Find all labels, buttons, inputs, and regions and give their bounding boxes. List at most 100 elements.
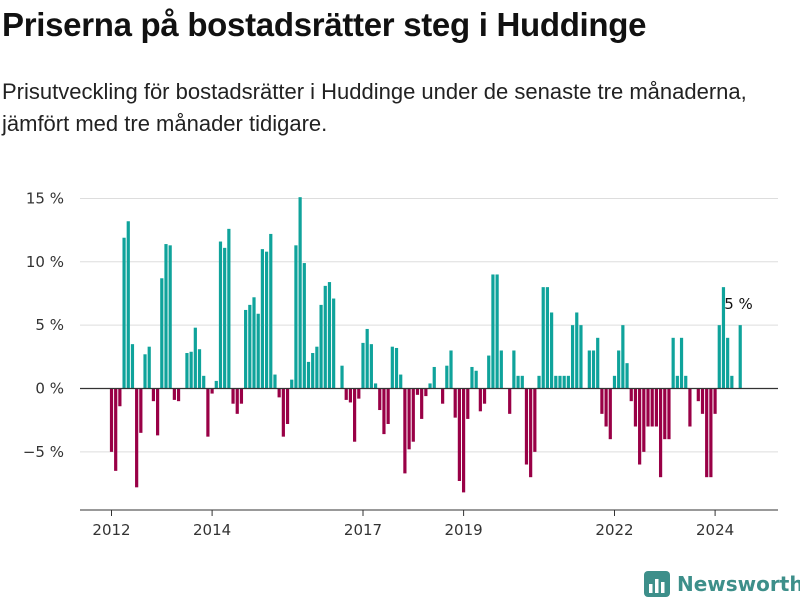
bar bbox=[482, 388, 487, 404]
bar bbox=[516, 375, 520, 389]
bar bbox=[629, 388, 633, 402]
bar bbox=[550, 312, 554, 389]
bar bbox=[474, 370, 478, 389]
bar bbox=[197, 349, 202, 389]
x-tick-label: 2014 bbox=[193, 521, 231, 539]
bar bbox=[290, 379, 294, 389]
bar bbox=[541, 287, 545, 389]
bar bbox=[373, 383, 378, 389]
bar bbox=[218, 241, 223, 389]
bar bbox=[214, 380, 218, 389]
bar bbox=[130, 344, 135, 389]
bar bbox=[688, 388, 692, 427]
bar bbox=[231, 388, 235, 404]
bar bbox=[671, 337, 675, 389]
bar bbox=[122, 237, 126, 389]
bar bbox=[432, 366, 436, 389]
bar bbox=[340, 365, 344, 389]
bar bbox=[558, 375, 562, 389]
bar bbox=[646, 388, 650, 427]
bar bbox=[512, 350, 516, 389]
bar bbox=[625, 363, 629, 389]
bar bbox=[264, 251, 269, 389]
bar bbox=[277, 388, 281, 398]
bar bbox=[612, 375, 617, 389]
chart-subtitle: Prisutveckling för bostadsrätter i Huddi… bbox=[2, 79, 747, 136]
bar bbox=[403, 388, 407, 474]
bar bbox=[600, 388, 604, 414]
y-tick-label: 5 % bbox=[35, 316, 64, 334]
bar bbox=[235, 388, 239, 414]
bar bbox=[554, 375, 558, 389]
bar bbox=[139, 388, 143, 433]
bar bbox=[172, 388, 176, 400]
bar bbox=[147, 346, 151, 389]
bar bbox=[415, 388, 420, 395]
y-tick-label: 15 % bbox=[26, 189, 64, 207]
bar bbox=[156, 388, 160, 436]
bar bbox=[453, 388, 457, 418]
bar bbox=[713, 388, 717, 414]
bar bbox=[298, 197, 302, 389]
bar bbox=[315, 346, 319, 389]
bar bbox=[239, 388, 244, 404]
bar bbox=[424, 388, 428, 397]
bar bbox=[302, 263, 306, 389]
bar bbox=[679, 337, 684, 389]
bar bbox=[357, 388, 361, 399]
bar bbox=[273, 374, 277, 389]
bar bbox=[189, 351, 193, 389]
bar bbox=[499, 350, 503, 389]
bar bbox=[365, 328, 369, 389]
x-tick-label: 2024 bbox=[696, 521, 734, 539]
bar bbox=[361, 342, 365, 389]
bar bbox=[658, 388, 663, 478]
x-tick-label: 2019 bbox=[445, 521, 483, 539]
bar bbox=[696, 388, 700, 402]
bar bbox=[738, 325, 742, 389]
bar bbox=[244, 309, 248, 389]
bar bbox=[491, 274, 495, 389]
bar bbox=[210, 388, 214, 394]
bar bbox=[478, 388, 482, 412]
bar bbox=[545, 287, 550, 389]
bar bbox=[562, 375, 566, 389]
bar bbox=[575, 312, 579, 389]
bar bbox=[294, 245, 298, 389]
bar bbox=[256, 313, 260, 389]
bar bbox=[135, 388, 139, 488]
x-tick-label: 2022 bbox=[595, 521, 633, 539]
bar bbox=[202, 375, 206, 389]
x-tick-label: 2012 bbox=[92, 521, 130, 539]
bar bbox=[386, 388, 390, 424]
bar bbox=[667, 388, 671, 440]
bar bbox=[730, 375, 734, 389]
bar bbox=[533, 388, 537, 452]
bar bbox=[700, 388, 705, 414]
bar bbox=[399, 374, 403, 389]
bar bbox=[168, 245, 172, 389]
y-tick-label: −5 % bbox=[23, 443, 64, 461]
bar bbox=[223, 247, 227, 389]
bar bbox=[420, 388, 424, 419]
bar bbox=[621, 325, 625, 389]
x-tick-label: 2017 bbox=[344, 521, 382, 539]
bar bbox=[378, 388, 382, 411]
bar bbox=[269, 233, 273, 389]
bar bbox=[705, 388, 709, 478]
bar bbox=[327, 282, 332, 389]
bar bbox=[176, 388, 181, 402]
bar bbox=[185, 353, 189, 389]
bar bbox=[390, 346, 394, 389]
bar bbox=[591, 350, 596, 389]
bar bbox=[227, 228, 231, 389]
bar bbox=[617, 350, 621, 389]
bar bbox=[470, 366, 474, 389]
bar bbox=[524, 388, 529, 465]
bar bbox=[428, 383, 432, 389]
bar bbox=[726, 337, 730, 389]
bar bbox=[323, 285, 327, 389]
chart-title: Priserna på bostadsrätter steg i Hudding… bbox=[2, 6, 647, 43]
bar bbox=[285, 388, 290, 424]
bar bbox=[248, 304, 252, 389]
